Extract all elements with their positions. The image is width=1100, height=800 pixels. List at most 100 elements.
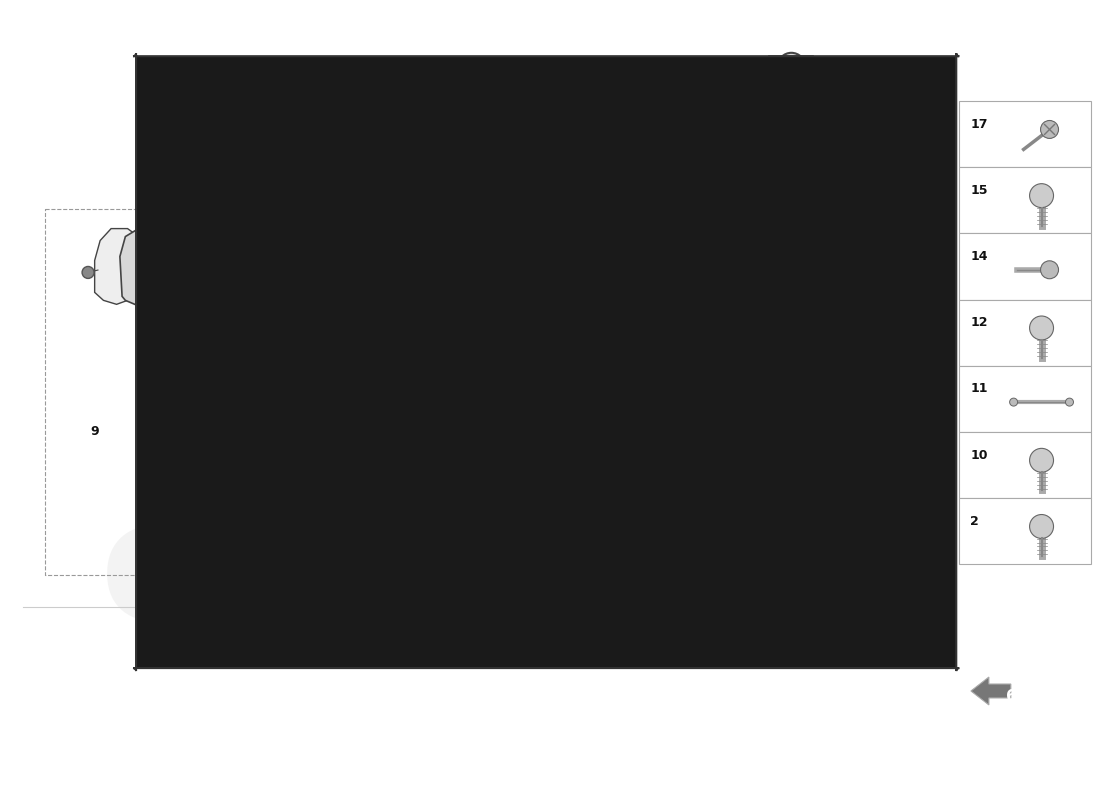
Circle shape [374,359,382,367]
Circle shape [367,306,373,312]
Circle shape [136,247,146,258]
Circle shape [937,250,949,262]
Circle shape [546,281,554,288]
Circle shape [468,328,473,334]
Circle shape [761,250,822,311]
Circle shape [405,288,411,294]
Circle shape [1041,121,1058,138]
Circle shape [425,480,441,496]
Text: 3: 3 [546,62,554,76]
Circle shape [448,382,453,387]
Circle shape [216,351,225,361]
Circle shape [1030,448,1054,472]
Circle shape [473,377,478,382]
Polygon shape [556,462,638,480]
Polygon shape [95,229,144,304]
Circle shape [336,392,342,398]
Text: 15: 15 [528,386,546,398]
Bar [959,101,1091,167]
Circle shape [486,340,493,346]
Bar [959,432,1091,498]
Text: 10: 10 [970,449,988,462]
Circle shape [341,309,348,315]
Circle shape [433,282,439,287]
Text: 14: 14 [970,250,988,263]
Text: 615 01: 615 01 [1005,689,1064,704]
Circle shape [338,354,343,360]
Text: 1: 1 [403,154,411,167]
Circle shape [485,382,491,388]
Circle shape [337,340,343,346]
Bar [959,167,1091,234]
Circle shape [500,345,507,351]
Circle shape [717,234,778,295]
Text: since 1985: since 1985 [363,538,562,645]
Circle shape [481,324,486,330]
Polygon shape [581,223,627,281]
Text: 7: 7 [711,302,719,315]
Circle shape [470,359,475,365]
Text: 13: 13 [666,342,683,354]
Circle shape [572,235,581,243]
Polygon shape [238,233,300,258]
Text: 18: 18 [903,134,921,147]
Text: eu: eu [100,492,332,655]
Circle shape [483,362,490,368]
Circle shape [331,372,338,378]
Circle shape [472,345,478,351]
Circle shape [480,303,485,310]
Circle shape [273,314,296,338]
Text: 2: 2 [338,334,345,346]
Text: 17: 17 [620,338,638,350]
Circle shape [323,356,330,362]
Circle shape [778,53,805,81]
Bar [959,299,1091,366]
Circle shape [152,277,162,287]
Circle shape [497,365,503,370]
Text: 23: 23 [635,569,652,582]
Circle shape [359,298,365,304]
Circle shape [739,330,800,391]
Circle shape [278,321,290,333]
Circle shape [451,298,456,304]
Ellipse shape [298,264,517,432]
Polygon shape [570,209,640,292]
Circle shape [144,263,154,274]
Circle shape [767,250,811,294]
Circle shape [216,214,225,224]
Polygon shape [120,229,183,308]
Circle shape [374,330,382,338]
Ellipse shape [394,338,421,358]
Circle shape [245,321,257,333]
Circle shape [385,410,392,417]
Polygon shape [710,298,724,308]
Text: 9: 9 [90,426,99,438]
Circle shape [629,269,637,277]
Circle shape [429,291,434,297]
Text: 5: 5 [650,150,659,163]
Text: 16: 16 [503,458,520,470]
Circle shape [436,398,442,404]
Circle shape [322,339,329,346]
Circle shape [1030,316,1054,340]
Polygon shape [216,213,322,360]
Circle shape [627,233,635,241]
Circle shape [345,385,352,391]
Circle shape [602,317,657,371]
Text: 6: 6 [645,270,653,283]
Text: 4: 4 [612,114,620,127]
Polygon shape [548,428,651,517]
Circle shape [472,341,478,347]
Circle shape [311,310,372,371]
Circle shape [381,290,387,297]
Text: 11: 11 [782,274,800,287]
Circle shape [440,344,448,352]
Text: 24: 24 [409,78,427,91]
Circle shape [1041,261,1058,278]
Circle shape [405,298,411,304]
Circle shape [309,358,316,364]
Ellipse shape [377,326,438,370]
Circle shape [425,300,431,306]
Circle shape [307,347,317,357]
Circle shape [301,212,311,222]
